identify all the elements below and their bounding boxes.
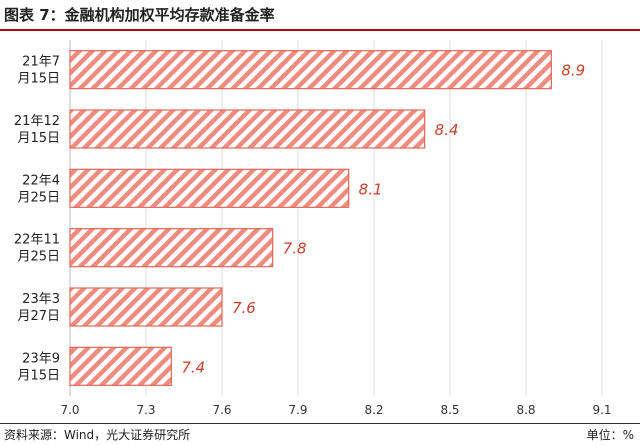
bar xyxy=(69,109,426,149)
category-label: 22年4 xyxy=(22,173,60,188)
data-label: 7.6 xyxy=(232,299,256,317)
unit-note: 单位：% xyxy=(586,428,634,442)
category-label: 月25日 xyxy=(17,190,60,205)
x-tick-label: 7.3 xyxy=(136,403,155,417)
data-label: 8.9 xyxy=(561,62,585,80)
bar xyxy=(69,168,350,208)
source-note: 资料来源：Wind，光大证券研究所 xyxy=(4,428,191,442)
footer-rule xyxy=(0,423,640,424)
x-tick-label: 7.6 xyxy=(212,403,231,417)
chart-title: 图表 7：金融机构加权平均存款准备金率 xyxy=(4,6,275,24)
bars xyxy=(69,50,552,386)
category-label: 23年9 xyxy=(22,351,60,366)
grid-lines xyxy=(69,40,603,396)
x-tick-label: 7.9 xyxy=(288,403,307,417)
bar xyxy=(69,228,274,268)
category-label: 21年12 xyxy=(14,114,60,129)
data-label: 8.4 xyxy=(435,121,459,139)
category-label: 23年3 xyxy=(22,292,60,307)
data-label: 7.4 xyxy=(181,358,205,376)
category-labels: 21年7 月15日 21年12 月15日 22年4 月25日 22年11 月25日 23年3 月2… xyxy=(14,55,60,384)
data-label: 7.8 xyxy=(283,240,307,258)
x-tick-label: 8.5 xyxy=(440,403,459,417)
title-rule xyxy=(0,29,640,31)
x-tick-label: 7.0 xyxy=(60,403,79,417)
x-tick-label: 9.1 xyxy=(592,403,611,417)
x-tick-label: 8.2 xyxy=(364,403,383,417)
category-label: 21年7 xyxy=(22,55,60,70)
value-labels: 8.9 8.4 8.1 7.8 7.6 7.4 xyxy=(181,62,585,377)
bar xyxy=(69,346,172,386)
bar xyxy=(69,287,223,327)
category-label: 月15日 xyxy=(17,72,60,87)
x-axis-ticks: 7.0 7.3 7.6 7.9 8.2 8.5 8.8 9.1 xyxy=(60,403,611,417)
category-label: 22年11 xyxy=(14,233,60,248)
x-tick-label: 8.8 xyxy=(516,403,535,417)
category-label: 月25日 xyxy=(17,250,60,265)
bar xyxy=(69,50,552,90)
category-label: 月15日 xyxy=(17,131,60,146)
category-label: 月27日 xyxy=(17,309,60,324)
data-label: 8.1 xyxy=(359,180,383,198)
category-label: 月15日 xyxy=(17,368,60,383)
